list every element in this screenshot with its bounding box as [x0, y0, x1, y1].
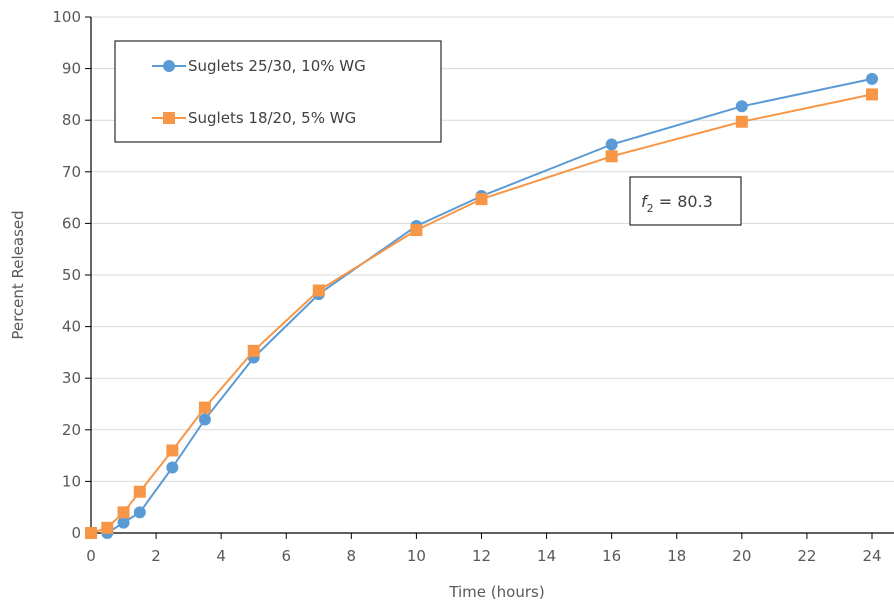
- legend-entry-series-1: Suglets 25/30, 10% WG: [152, 57, 366, 75]
- legend-label-series-1: Suglets 25/30, 10% WG: [188, 57, 366, 75]
- y-tick-label: 100: [52, 8, 81, 26]
- annotation-value: = 80.3: [654, 192, 713, 211]
- x-tick-label: 18: [667, 547, 686, 565]
- y-tick-label: 80: [62, 111, 81, 129]
- y-tick-label: 30: [62, 369, 81, 387]
- series-1-point: [605, 138, 618, 151]
- x-tick-label: 24: [862, 547, 881, 565]
- y-tick-label: 70: [62, 163, 81, 181]
- series-1-point: [735, 100, 748, 113]
- series-1-line: [106, 77, 873, 534]
- annotation-symbol: f: [641, 192, 649, 211]
- annotation-box: [629, 176, 742, 226]
- series-2-point: [735, 115, 748, 128]
- series-2-point: [410, 224, 423, 237]
- y-tick-label: 10: [62, 472, 81, 490]
- series-1-point: [866, 72, 878, 85]
- y-tick-label: 50: [62, 266, 81, 284]
- x-tick-label: 10: [407, 547, 426, 565]
- x-tick-label: 8: [347, 547, 357, 565]
- axes: [90, 17, 894, 534]
- legend-entry-series-2: Suglets 18/20, 5% WG: [152, 109, 356, 127]
- x-tick-label: 22: [797, 547, 816, 565]
- y-tick-label: 60: [62, 214, 81, 232]
- x-tick-label: 20: [732, 547, 751, 565]
- legend-marker-series-1: [163, 60, 175, 72]
- series-2-point: [166, 444, 179, 457]
- annotation-subscript: 2: [647, 202, 654, 215]
- y-tick-label: 20: [62, 421, 81, 439]
- y-tick-label: 0: [71, 524, 81, 542]
- series-2-point: [133, 485, 146, 498]
- series-2-point: [866, 88, 878, 101]
- series-2-point: [101, 521, 114, 534]
- annotation-text: f2 = 80.3: [641, 192, 713, 215]
- series-2-point: [117, 506, 130, 519]
- series-2-point: [475, 193, 488, 206]
- f2-annotation: f2 = 80.3: [629, 176, 742, 226]
- y-tick-labels: 0 10 20 30 40 50 60 70 80 90 100: [52, 8, 81, 542]
- x-tick-label: 14: [537, 547, 556, 565]
- series-2-line: [90, 93, 873, 534]
- series-1-point: [198, 413, 211, 426]
- legend-box: [114, 40, 442, 143]
- x-tick-label: 16: [602, 547, 621, 565]
- series-2-point: [85, 527, 97, 539]
- series-1: [101, 72, 878, 539]
- x-tick-label: 6: [281, 547, 291, 565]
- x-tick-label: 4: [216, 547, 226, 565]
- series-2: [85, 88, 878, 539]
- legend-marker-series-2: [163, 112, 175, 124]
- gridlines: [85, 16, 894, 534]
- x-tick-label: 0: [86, 547, 96, 565]
- x-axis-title: Time (hours): [448, 583, 544, 601]
- series-2-point: [247, 344, 260, 357]
- series-2-point: [312, 284, 325, 297]
- series-2-point: [605, 150, 618, 163]
- y-axis-title: Percent Released: [9, 210, 27, 339]
- series-layer: [85, 72, 878, 539]
- x-tick-labels: 0 2 4 6 8 10 12 14 16 18 20 22 24: [86, 533, 882, 565]
- series-1-point: [133, 506, 146, 519]
- legend-label-series-2: Suglets 18/20, 5% WG: [188, 109, 356, 127]
- x-tick-label: 12: [472, 547, 491, 565]
- x-tick-label: 2: [151, 547, 161, 565]
- series-1-point: [166, 461, 179, 474]
- y-tick-label: 90: [62, 60, 81, 78]
- y-tick-label: 40: [62, 318, 81, 336]
- legend: Suglets 25/30, 10% WG Suglets 18/20, 5% …: [114, 40, 442, 143]
- series-1-point: [117, 516, 130, 529]
- series-2-point: [198, 401, 211, 414]
